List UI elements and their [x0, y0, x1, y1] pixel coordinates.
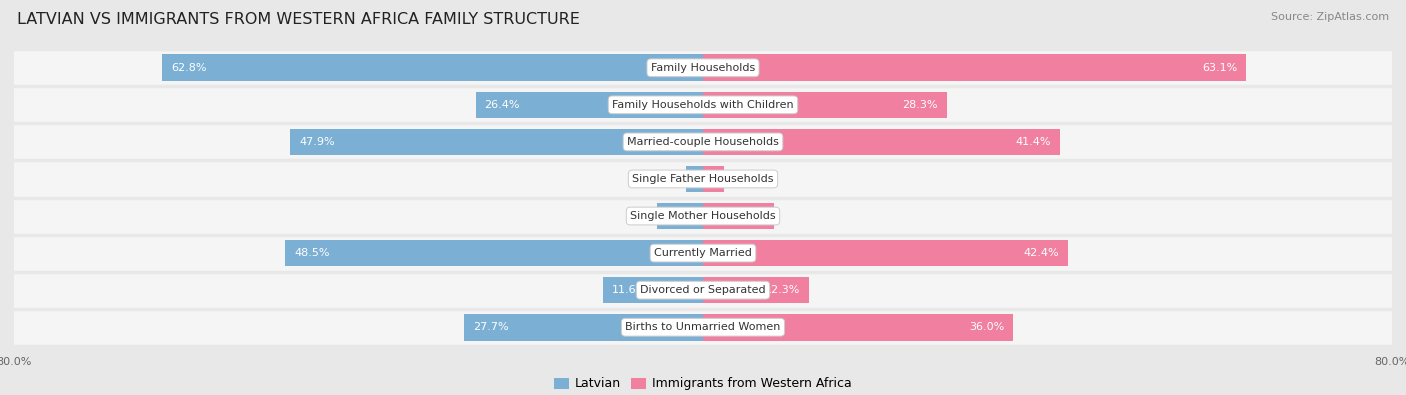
Bar — [703, 203, 773, 229]
Text: 5.3%: 5.3% — [624, 211, 652, 221]
Bar — [14, 49, 1392, 87]
Text: 42.4%: 42.4% — [1024, 248, 1060, 258]
Bar — [14, 235, 1392, 272]
Text: 2.4%: 2.4% — [728, 174, 756, 184]
Text: 12.3%: 12.3% — [765, 285, 800, 295]
Text: 36.0%: 36.0% — [969, 322, 1004, 332]
Text: Births to Unmarried Women: Births to Unmarried Women — [626, 322, 780, 332]
Text: 8.2%: 8.2% — [737, 211, 765, 221]
Bar — [14, 272, 1392, 308]
Bar — [14, 160, 1392, 198]
Bar — [14, 123, 1392, 160]
Bar — [285, 240, 703, 267]
Bar — [703, 277, 808, 303]
Text: 26.4%: 26.4% — [484, 100, 520, 110]
Bar — [162, 55, 703, 81]
Legend: Latvian, Immigrants from Western Africa: Latvian, Immigrants from Western Africa — [548, 372, 858, 395]
Text: Family Households with Children: Family Households with Children — [612, 100, 794, 110]
Text: 48.5%: 48.5% — [294, 248, 329, 258]
Bar — [658, 203, 703, 229]
Text: Single Mother Households: Single Mother Households — [630, 211, 776, 221]
Text: LATVIAN VS IMMIGRANTS FROM WESTERN AFRICA FAMILY STRUCTURE: LATVIAN VS IMMIGRANTS FROM WESTERN AFRIC… — [17, 12, 579, 27]
Bar — [703, 314, 1012, 340]
Bar — [14, 198, 1392, 235]
Text: Source: ZipAtlas.com: Source: ZipAtlas.com — [1271, 12, 1389, 22]
Bar — [475, 92, 703, 118]
Bar — [14, 87, 1392, 123]
Bar — [703, 166, 724, 192]
Text: Single Father Households: Single Father Households — [633, 174, 773, 184]
Text: Married-couple Households: Married-couple Households — [627, 137, 779, 147]
Bar — [703, 128, 1060, 155]
Bar — [703, 240, 1069, 267]
Text: 2.0%: 2.0% — [654, 174, 682, 184]
Text: 27.7%: 27.7% — [472, 322, 509, 332]
Bar — [603, 277, 703, 303]
Text: 47.9%: 47.9% — [299, 137, 335, 147]
Bar — [14, 308, 1392, 346]
Text: 62.8%: 62.8% — [170, 63, 207, 73]
Text: Currently Married: Currently Married — [654, 248, 752, 258]
Text: Divorced or Separated: Divorced or Separated — [640, 285, 766, 295]
Bar — [686, 166, 703, 192]
Bar — [703, 92, 946, 118]
Bar — [291, 128, 703, 155]
Text: 41.4%: 41.4% — [1015, 137, 1050, 147]
Bar — [464, 314, 703, 340]
Bar — [703, 55, 1246, 81]
Text: 28.3%: 28.3% — [903, 100, 938, 110]
Text: 63.1%: 63.1% — [1202, 63, 1237, 73]
Text: Family Households: Family Households — [651, 63, 755, 73]
Text: 11.6%: 11.6% — [612, 285, 647, 295]
